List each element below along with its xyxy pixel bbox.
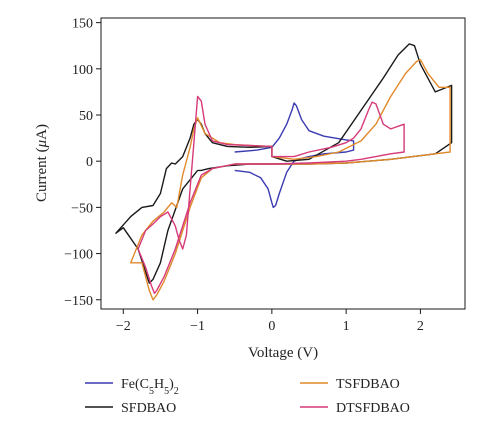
- x-tick-label: −2: [116, 319, 131, 334]
- x-tick-label: −1: [190, 319, 205, 334]
- x-axis: −2 −1 0 1 2: [116, 309, 424, 334]
- x-tick-label: 1: [343, 319, 350, 334]
- y-tick-label: −150: [64, 294, 93, 309]
- x-tick-label: 0: [268, 319, 275, 334]
- legend: Fe(C5H5)2 TSFDBAO SFDBAO DTSFDBAO: [85, 377, 410, 416]
- y-tick-label: 0: [86, 155, 93, 170]
- y-tick-label: 150: [72, 17, 93, 32]
- plot-area: −150 −100 −50 0 50 100 150 −2 −1 0 1 2: [64, 17, 466, 334]
- y-tick-label: −50: [71, 201, 93, 216]
- y-tick-label: 100: [72, 63, 93, 78]
- series-line-fe-c5h5-2: [234, 102, 355, 209]
- legend-label: SFDBAO: [121, 401, 176, 416]
- y-tick-label: 50: [79, 109, 93, 124]
- plot-frame: [100, 17, 466, 310]
- x-tick-label: 2: [417, 319, 424, 334]
- x-axis-title: Voltage (V): [248, 345, 318, 361]
- y-tick-label: −100: [64, 248, 93, 263]
- y-axis: −150 −100 −50 0 50 100 150: [64, 17, 101, 309]
- legend-label: TSFDBAO: [336, 377, 400, 392]
- series-line-dtsfdbao: [137, 95, 405, 294]
- legend-label: DTSFDBAO: [336, 401, 410, 416]
- legend-label: Fe(C5H5)2: [121, 377, 179, 397]
- series-line-tsfdbao: [129, 58, 451, 301]
- series-layer: [115, 43, 453, 301]
- y-axis-title: Current (μA): [34, 124, 50, 202]
